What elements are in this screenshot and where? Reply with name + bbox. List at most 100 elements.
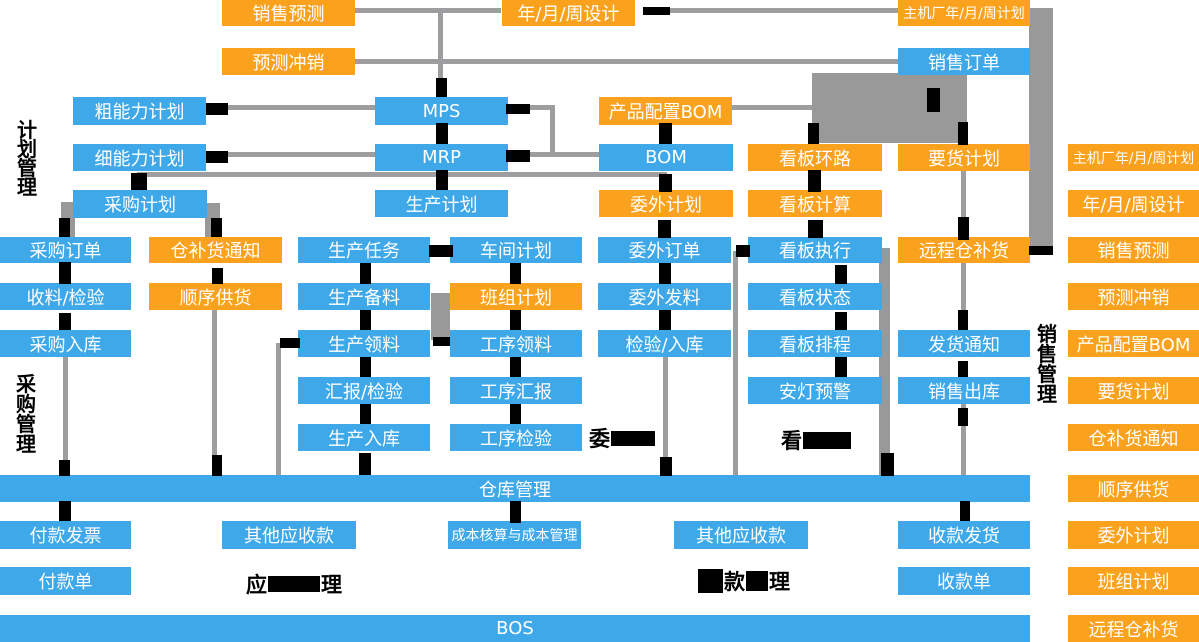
kanban-management-label: 看 bbox=[781, 425, 851, 455]
collection-shipping: 收款发货 bbox=[898, 521, 1030, 549]
joint-receiving-purchwh bbox=[59, 313, 71, 330]
side-sales-forecast: 销售预测 bbox=[1068, 237, 1199, 263]
mps: MPS bbox=[375, 97, 508, 125]
line-mps-mrp-vert bbox=[550, 105, 555, 157]
receivables-management-label-char: 款 bbox=[724, 570, 745, 594]
joint-mrp-prodplan bbox=[436, 170, 448, 190]
joint-rect-kanbanloop bbox=[808, 123, 819, 144]
kanban-calc: 看板计算 bbox=[748, 190, 882, 217]
gray-teamplan-left bbox=[431, 293, 450, 340]
joint-procreport-procinsp bbox=[510, 404, 521, 424]
remote-warehouse-replenish: 远程仓补货 bbox=[898, 237, 1030, 263]
line-writeoff-to-salesorder bbox=[355, 59, 898, 64]
joint-prodtask-workshop bbox=[429, 245, 453, 257]
joint-fine-line bbox=[206, 151, 228, 163]
purchase-order: 采购订单 bbox=[0, 237, 131, 263]
receiving-inspection: 收料/检验 bbox=[0, 283, 131, 310]
payment-invoice: 付款发票 bbox=[0, 521, 131, 549]
report-inspection: 汇报/检验 bbox=[298, 377, 430, 404]
joint-purchline-warehouse bbox=[59, 460, 70, 476]
joint-graybar-procpick bbox=[433, 337, 450, 346]
fine-capacity-plan: 细能力计划 bbox=[73, 144, 206, 171]
joint-purchorder-receiving bbox=[59, 262, 71, 284]
sequence-supply: 顺序供货 bbox=[149, 283, 282, 310]
joint-rect-deliveryplan bbox=[958, 122, 968, 145]
production-material-prep: 生产备料 bbox=[298, 283, 430, 310]
joint-mrp-line bbox=[506, 150, 530, 162]
kanban-scheduling: 看板排程 bbox=[748, 330, 882, 357]
joint-warehouse-cost bbox=[510, 501, 521, 523]
process-inspection: 工序检验 bbox=[450, 424, 582, 451]
side-year-month-week-design: 年/月/周设计 bbox=[1068, 190, 1199, 217]
line-rough-to-mps bbox=[228, 105, 375, 110]
line-remote-to-shipping bbox=[961, 263, 966, 330]
receivables-management-label-redaction-bar bbox=[698, 569, 723, 593]
kanban-status: 看板状态 bbox=[748, 283, 882, 310]
purchase-management: 采购管理 bbox=[16, 372, 36, 456]
production-picking: 生产领料 bbox=[298, 330, 430, 357]
line-inspwh-down bbox=[663, 357, 668, 475]
receivables-management-label-redaction-bar bbox=[746, 571, 768, 591]
side-outsourcing-plan: 委外计划 bbox=[1068, 521, 1199, 549]
line-delivery-to-remote bbox=[961, 171, 966, 237]
joint-warehouse-collection bbox=[960, 501, 970, 521]
joint-line-shipnotice bbox=[958, 310, 968, 330]
line-main-horizontal bbox=[137, 172, 667, 177]
joint-line-kanbanexec bbox=[736, 245, 750, 257]
joint-outsplan-order bbox=[658, 220, 671, 238]
joint-kanbancalc-exec bbox=[808, 220, 823, 238]
joint-mps-line bbox=[506, 104, 530, 114]
payables-management-label-char: 应 bbox=[246, 573, 267, 597]
joint-salesout-line bbox=[958, 408, 968, 426]
joint-scheduling-andon bbox=[835, 357, 847, 377]
joint-prodwh-warehouse bbox=[359, 453, 371, 475]
joint-prep-picking bbox=[360, 310, 371, 330]
line-seqsupply-down bbox=[212, 310, 217, 475]
joint-inside-rect bbox=[927, 88, 940, 112]
oem-year-month-week-plan-top: 主机厂年/月/周计划 bbox=[898, 0, 1030, 26]
side-product-config-bom: 产品配置BOM bbox=[1068, 330, 1199, 357]
receivables-management-label-char: 理 bbox=[769, 570, 790, 594]
delivery-plan: 要货计划 bbox=[898, 144, 1030, 171]
kanban-management-label-redaction-bar bbox=[803, 431, 851, 449]
purchase-warehousing: 采购入库 bbox=[0, 330, 131, 357]
inspection-warehousing: 检验/入库 bbox=[598, 330, 731, 357]
joint-status-scheduling bbox=[835, 312, 847, 330]
joint-workshop-teamplan bbox=[510, 263, 521, 284]
side-forecast-writeoff: 预测冲销 bbox=[1068, 283, 1199, 310]
kanban-exec: 看板执行 bbox=[748, 237, 882, 263]
joint-report-prodwh bbox=[360, 404, 371, 424]
side-delivery-plan: 要货计划 bbox=[1068, 377, 1199, 404]
outsourcing-management-label-redaction-bar bbox=[611, 430, 655, 446]
purchase-plan: 采购计划 bbox=[73, 190, 207, 218]
line-configbom-to-rect bbox=[732, 105, 812, 110]
rough-capacity-plan: 粗能力计划 bbox=[73, 97, 206, 125]
outsourcing-order: 委外订单 bbox=[598, 237, 731, 263]
kanban-loop: 看板环路 bbox=[748, 144, 882, 171]
joint-line-outsplan bbox=[659, 174, 672, 192]
side-warehouse-replenish-notice: 仓补货通知 bbox=[1068, 424, 1199, 451]
forecast-writeoff-top: 预测冲销 bbox=[222, 48, 355, 75]
joint-fine-purchplan bbox=[131, 173, 147, 190]
joint-shipnotice-salesout bbox=[958, 361, 968, 377]
sales-forecast-top: 销售预测 bbox=[222, 0, 355, 26]
product-config-bom: 产品配置BOM bbox=[599, 97, 732, 125]
joint-procpick-procreport bbox=[510, 357, 521, 377]
line-vert-to-mps bbox=[438, 11, 443, 97]
joint-rough-line bbox=[206, 103, 228, 115]
team-plan: 班组计划 bbox=[450, 283, 582, 310]
line-salesout-down bbox=[961, 404, 966, 475]
joint-mps-mrp bbox=[436, 123, 448, 144]
line-fine-to-mrp bbox=[228, 152, 375, 157]
receipt-slip: 收款单 bbox=[898, 567, 1030, 595]
joint-outsorder-material bbox=[659, 263, 671, 284]
joint-material-inspwh bbox=[659, 310, 671, 330]
receivables-management-label: 款理 bbox=[698, 566, 790, 596]
line-mrp-to-bom bbox=[530, 152, 599, 157]
process-report: 工序汇报 bbox=[450, 377, 582, 404]
joint-prodtask-prep bbox=[360, 263, 371, 284]
joint-line-remote bbox=[958, 217, 969, 240]
joint-seqline-warehouse bbox=[212, 455, 222, 476]
outsourcing-management-label-char: 委 bbox=[589, 427, 610, 451]
